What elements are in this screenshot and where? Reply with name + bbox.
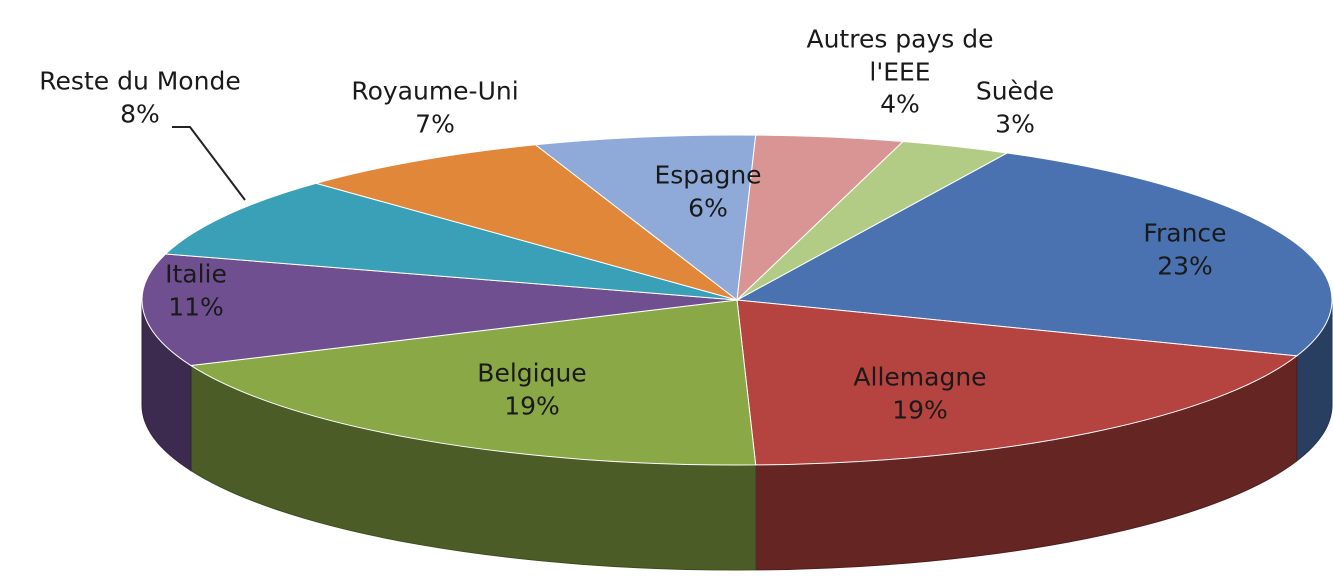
value-label: 4% — [880, 89, 920, 119]
category-label: Reste du Monde — [39, 66, 241, 96]
slice — [141, 253, 738, 367]
category-label: Belgique — [477, 358, 587, 388]
pie-tops — [141, 134, 1333, 466]
value-label: 11% — [168, 292, 224, 321]
category-label: Espagne — [654, 160, 762, 190]
slice-label: Allemagne 19% — [853, 362, 986, 427]
value-label: 8% — [120, 99, 160, 128]
slice-label: Belgique 19% — [477, 358, 586, 423]
category-label: Autres pays de l'EEE — [806, 24, 994, 86]
slice-label: Royaume-Uni 7% — [351, 76, 518, 141]
value-label: 19% — [504, 391, 560, 420]
slice-label: Espagne 6% — [654, 160, 761, 225]
slice — [736, 141, 1009, 301]
category-label: Royaume-Uni — [351, 76, 519, 106]
value-label: 7% — [415, 109, 455, 138]
leader-line — [172, 126, 246, 201]
category-label: Allemagne — [853, 362, 987, 392]
category-label: France — [1143, 218, 1227, 248]
slice-label: Autres pays de l'EEE 4% — [800, 23, 1000, 121]
slice — [314, 144, 738, 301]
value-label: 3% — [995, 109, 1035, 138]
slice-label: Reste du Monde 8% — [39, 66, 240, 131]
value-label: 19% — [892, 395, 948, 424]
slice — [736, 299, 1299, 466]
slice — [534, 134, 757, 301]
slice — [735, 152, 1333, 357]
value-label: 6% — [688, 193, 728, 222]
value-label: 23% — [1157, 251, 1213, 280]
category-label: Suède — [975, 76, 1055, 106]
slice — [164, 182, 738, 301]
category-label: Italie — [165, 259, 227, 289]
slice-label: Suède 3% — [976, 76, 1054, 141]
slice-label: Italie 11% — [165, 259, 227, 324]
slice-label: France 23% — [1143, 218, 1226, 283]
slice — [189, 299, 757, 466]
